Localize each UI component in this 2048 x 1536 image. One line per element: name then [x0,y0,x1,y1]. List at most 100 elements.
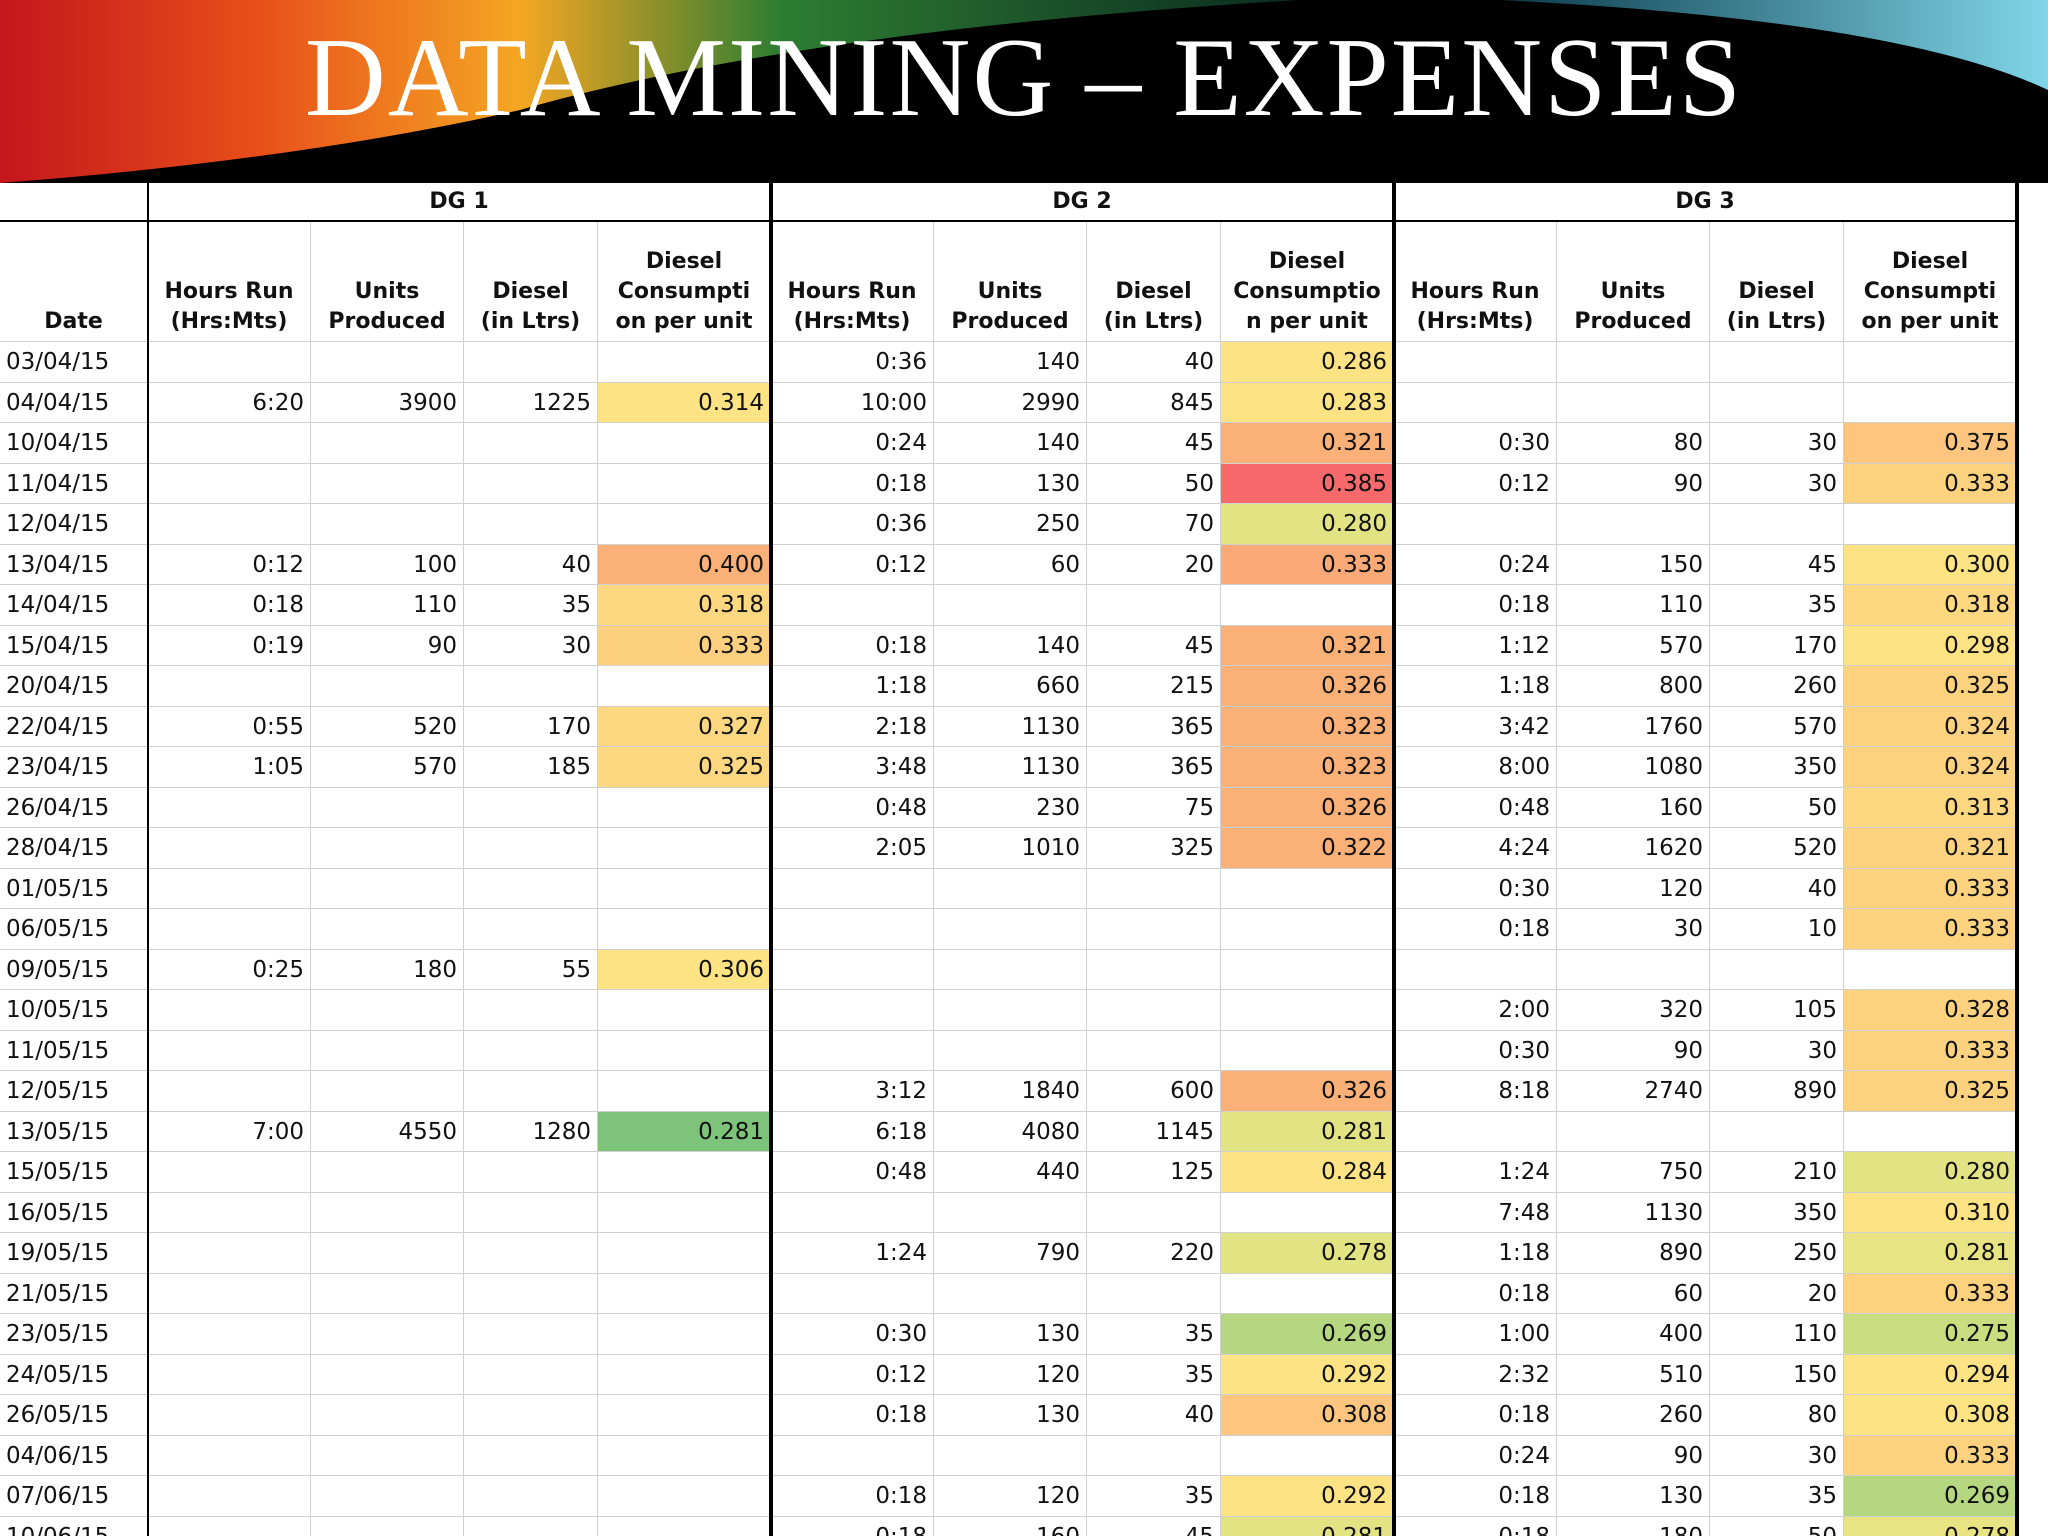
value-cell [934,990,1087,1031]
date-cell: 07/06/15 [0,1476,148,1517]
consumption-cell [1844,1111,2017,1152]
corner-cell [0,183,148,222]
value-cell: 250 [934,504,1087,545]
value-cell: 570 [1557,625,1710,666]
consumption-cell [1221,1030,1394,1071]
value-cell [311,868,464,909]
date-cell: 16/05/15 [0,1192,148,1233]
value-cell: 0:30 [1394,868,1557,909]
consumption-cell [598,990,771,1031]
value-cell: 55 [464,949,598,990]
value-cell: 3900 [311,382,464,423]
date-cell: 21/05/15 [0,1273,148,1314]
date-cell: 13/04/15 [0,544,148,585]
value-cell: 90 [1557,1435,1710,1476]
value-cell: 1:05 [148,747,311,788]
value-cell: 3:42 [1394,706,1557,747]
value-cell: 130 [934,1314,1087,1355]
consumption-cell: 0.326 [1221,787,1394,828]
value-cell: 30 [1710,463,1844,504]
consumption-cell: 0.327 [598,706,771,747]
value-cell [1087,909,1221,950]
value-cell [1394,949,1557,990]
consumption-cell: 0.333 [1221,544,1394,585]
title-banner [0,0,2048,183]
value-cell [1087,1192,1221,1233]
value-cell [464,1273,598,1314]
value-cell [934,868,1087,909]
consumption-cell [598,1354,771,1395]
value-cell: 150 [1710,1354,1844,1395]
header-line: Produced [328,309,446,334]
header-line: Units [354,279,420,304]
value-cell: 160 [934,1516,1087,1536]
consumption-cell: 0.333 [1844,868,2017,909]
value-cell: 170 [1710,625,1844,666]
value-cell [771,585,934,626]
value-cell: 845 [1087,382,1221,423]
value-cell: 45 [1087,1516,1221,1536]
value-cell: 0:12 [771,544,934,585]
value-cell: 30 [464,625,598,666]
header-line: Diesel [1738,279,1815,304]
value-cell [148,1476,311,1517]
value-cell [148,990,311,1031]
consumption-cell [598,1435,771,1476]
value-cell: 90 [1557,463,1710,504]
date-cell: 26/04/15 [0,787,148,828]
value-cell: 660 [934,666,1087,707]
consumption-cell [598,342,771,383]
value-cell: 210 [1710,1152,1844,1193]
value-cell [1710,949,1844,990]
column-header: Hours Run (Hrs:Mts) [148,222,311,342]
consumption-cell: 0.333 [598,625,771,666]
value-cell: 1130 [934,747,1087,788]
value-cell: 2990 [934,382,1087,423]
consumption-cell: 0.324 [1844,747,2017,788]
header-line: n per unit [1246,309,1368,334]
value-cell [464,666,598,707]
value-cell [464,463,598,504]
value-cell [464,1314,598,1355]
value-cell: 570 [311,747,464,788]
value-cell: 60 [934,544,1087,585]
value-cell [148,504,311,545]
date-cell: 01/05/15 [0,868,148,909]
value-cell: 890 [1557,1233,1710,1274]
value-cell [1394,1111,1557,1152]
consumption-cell [598,1395,771,1436]
value-cell [311,1273,464,1314]
value-cell: 0:24 [1394,1435,1557,1476]
value-cell: 6:20 [148,382,311,423]
consumption-cell [598,828,771,869]
consumption-cell: 0.323 [1221,706,1394,747]
value-cell [148,909,311,950]
value-cell [464,828,598,869]
value-cell [311,1233,464,1274]
value-cell [1087,1435,1221,1476]
consumption-cell: 0.325 [1844,666,2017,707]
value-cell: 1225 [464,382,598,423]
header-line: Diesel [492,279,569,304]
value-cell [464,1395,598,1436]
value-cell: 50 [1087,463,1221,504]
consumption-cell: 0.310 [1844,1192,2017,1233]
consumption-cell: 0.328 [1844,990,2017,1031]
value-cell: 0:12 [1394,463,1557,504]
column-header: Diesel Consumptio n per unit [1221,222,1394,342]
value-cell [311,666,464,707]
value-cell: 2:05 [771,828,934,869]
value-cell [771,1192,934,1233]
value-cell [1557,949,1710,990]
consumption-cell: 0.294 [1844,1354,2017,1395]
group-header: DG 3 [1394,183,2017,222]
consumption-cell: 0.324 [1844,706,2017,747]
value-cell [464,1476,598,1517]
consumption-cell [1844,949,2017,990]
value-cell [464,1435,598,1476]
value-cell [1710,382,1844,423]
value-cell [934,1435,1087,1476]
value-cell: 140 [934,625,1087,666]
header-line: Diesel [1268,249,1346,274]
value-cell [311,1476,464,1517]
